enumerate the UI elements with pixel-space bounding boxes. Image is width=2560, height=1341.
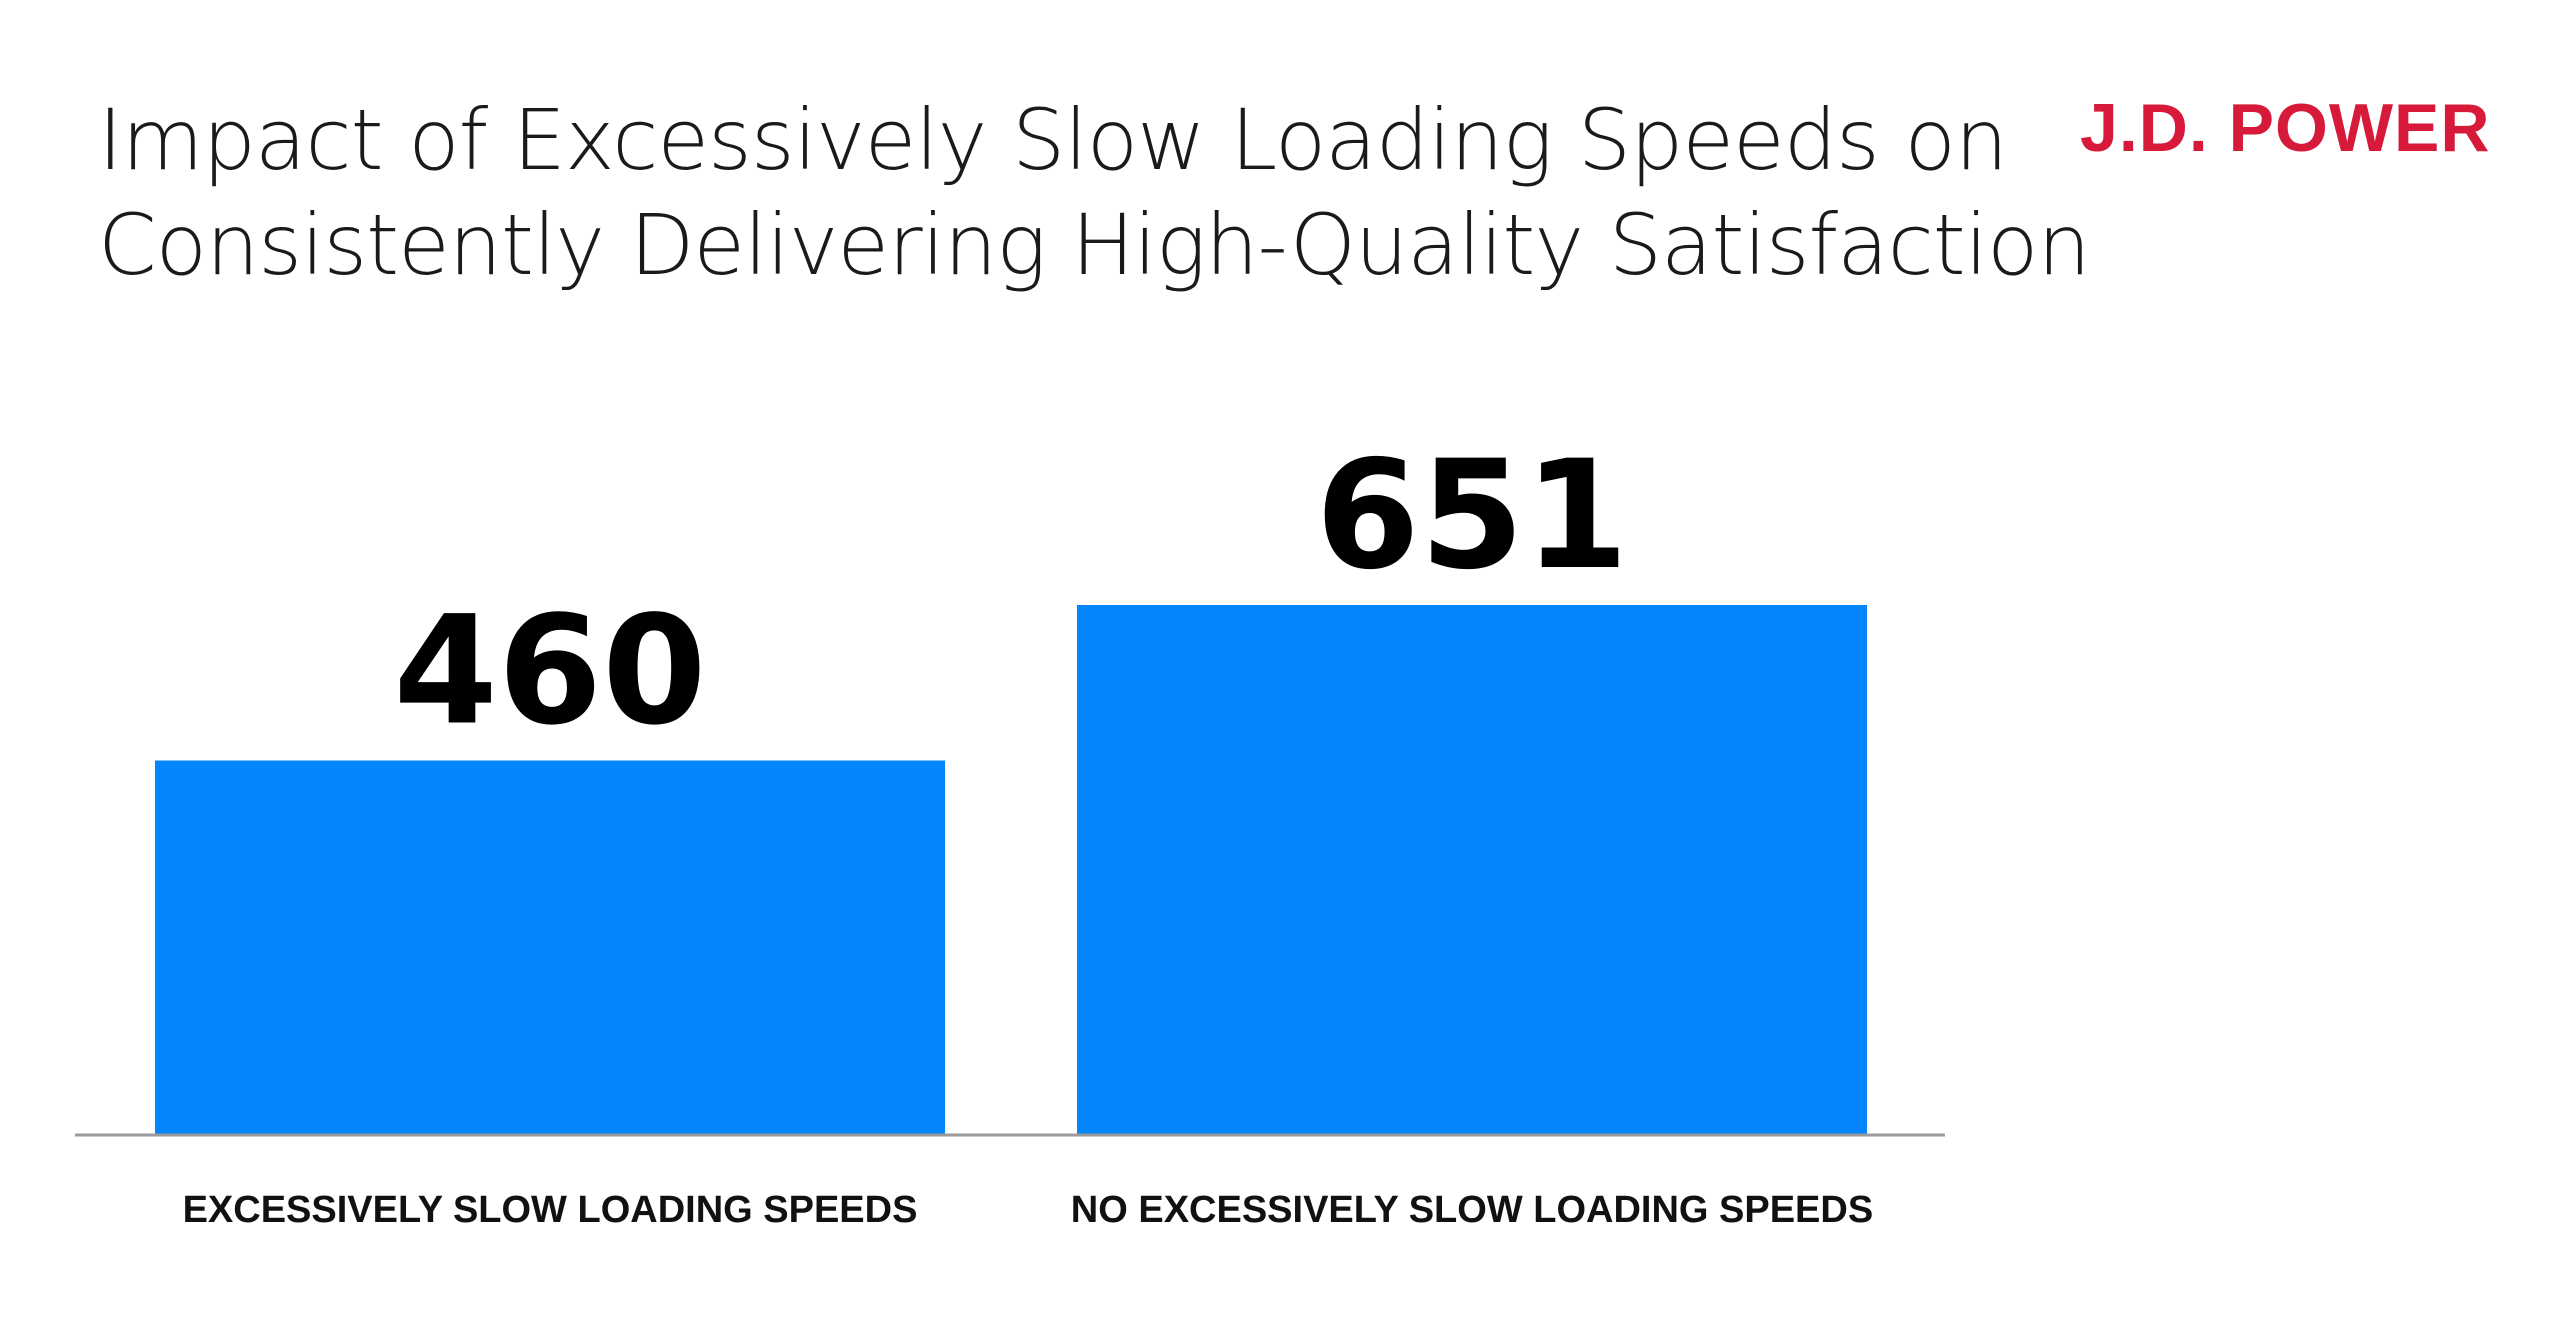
value-labels-group: 460 651 [393,429,1628,758]
bar-1 [155,760,945,1135]
chart-title: Impact of Excessively Slow Loading Speed… [98,88,2091,298]
jd-power-logo: J.D. POWER [2080,90,2491,166]
bars-group [155,605,1867,1135]
category-labels-group: EXCESSIVELY SLOW LOADING SPEEDS NO EXCESS… [183,1189,1874,1231]
category-label-2: NO EXCESSIVELY SLOW LOADING SPEEDS [1071,1189,1873,1231]
bar-value-label-2: 651 [1315,429,1628,603]
chart-title-line-2: Consistently Delivering High-Quality Sat… [98,196,2091,294]
chart-title-line-1: Impact of Excessively Slow Loading Speed… [98,91,2008,189]
bar-2 [1077,605,1867,1135]
category-label-1: EXCESSIVELY SLOW LOADING SPEEDS [183,1189,918,1231]
bar-value-label-1: 460 [393,584,706,758]
